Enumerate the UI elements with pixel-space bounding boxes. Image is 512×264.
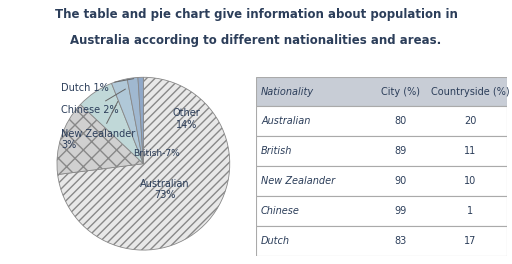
Text: New Zealander: New Zealander — [261, 176, 335, 186]
Text: Australian
73%: Australian 73% — [140, 179, 190, 200]
Text: Nationality: Nationality — [261, 87, 314, 97]
FancyBboxPatch shape — [256, 166, 507, 196]
FancyBboxPatch shape — [256, 106, 507, 136]
Text: Dutch: Dutch — [261, 236, 290, 246]
Wedge shape — [127, 77, 143, 164]
Text: Countryside (%): Countryside (%) — [431, 87, 510, 97]
Text: 99: 99 — [394, 206, 407, 216]
Text: 17: 17 — [464, 236, 477, 246]
Wedge shape — [80, 83, 143, 164]
Text: Australia according to different nationalities and areas.: Australia according to different nationa… — [70, 34, 442, 47]
Text: British: British — [261, 146, 292, 156]
Text: City (%): City (%) — [381, 87, 420, 97]
Text: Chinese: Chinese — [261, 206, 300, 216]
Text: 90: 90 — [394, 176, 407, 186]
Wedge shape — [58, 77, 230, 250]
Text: Australian: Australian — [261, 116, 310, 126]
Text: The table and pie chart give information about population in: The table and pie chart give information… — [55, 8, 457, 21]
Text: 20: 20 — [464, 116, 477, 126]
FancyBboxPatch shape — [256, 226, 507, 256]
Text: Other
14%: Other 14% — [173, 108, 200, 130]
FancyBboxPatch shape — [256, 136, 507, 166]
Text: 83: 83 — [394, 236, 407, 246]
Text: Chinese 2%: Chinese 2% — [61, 89, 125, 115]
Text: 11: 11 — [464, 146, 477, 156]
Text: 89: 89 — [394, 146, 407, 156]
Text: 10: 10 — [464, 176, 477, 186]
Wedge shape — [57, 105, 143, 175]
FancyBboxPatch shape — [256, 77, 507, 106]
Text: 80: 80 — [394, 116, 407, 126]
Text: Dutch 1%: Dutch 1% — [61, 79, 134, 93]
Text: New Zealander
3%: New Zealander 3% — [61, 101, 136, 150]
FancyBboxPatch shape — [256, 196, 507, 226]
Wedge shape — [112, 79, 143, 164]
Wedge shape — [138, 77, 143, 164]
Text: 1: 1 — [467, 206, 474, 216]
Text: British-7%: British-7% — [133, 149, 180, 158]
